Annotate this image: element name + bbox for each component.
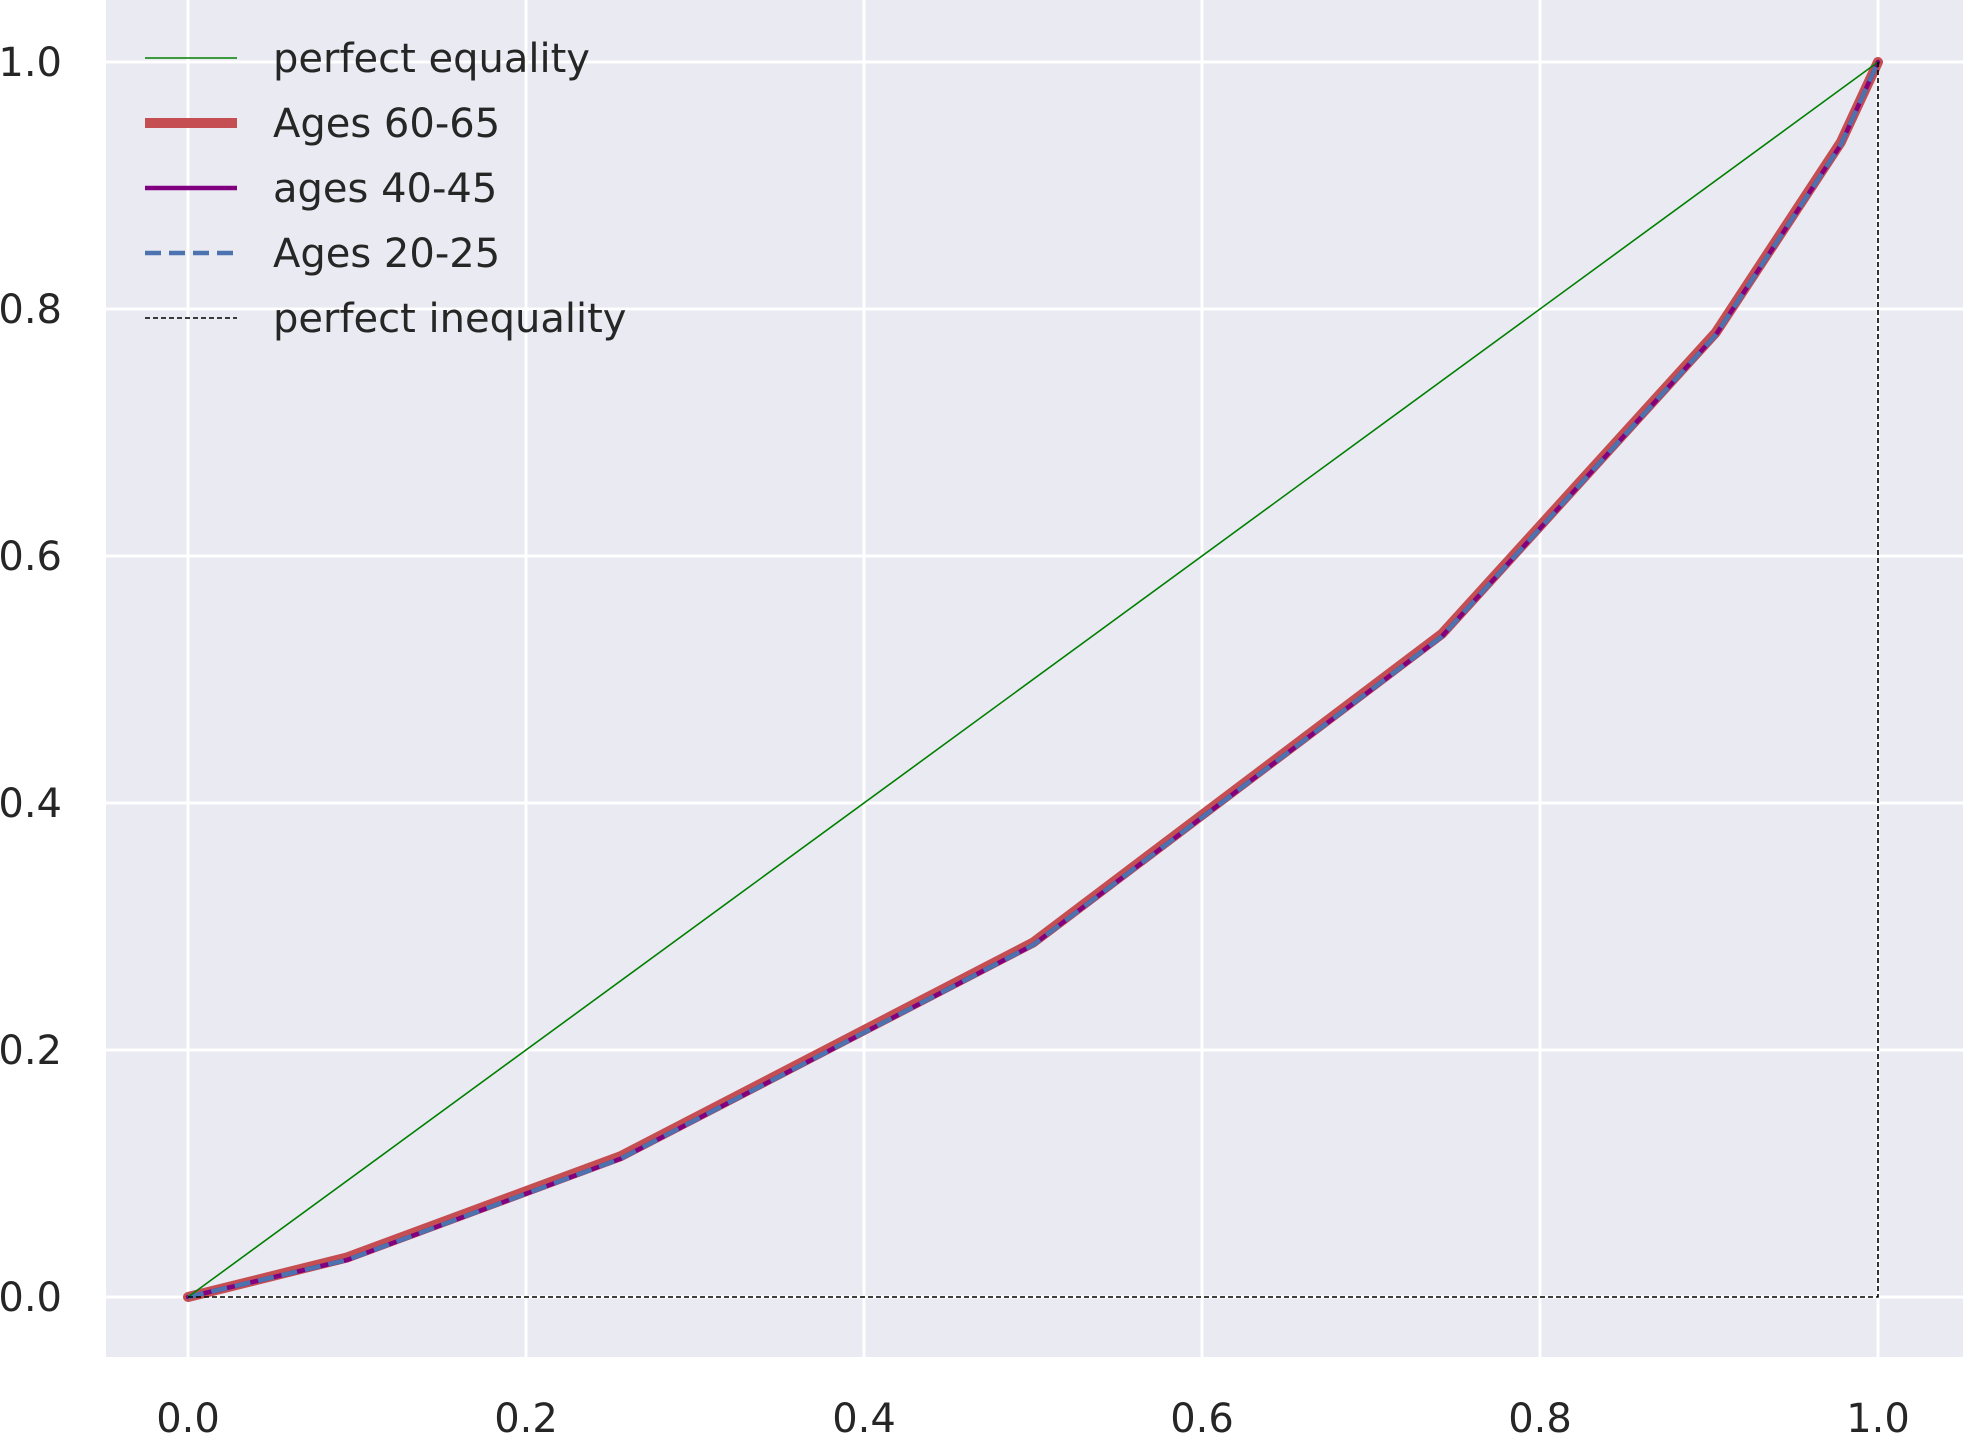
grid-lines (106, 0, 1963, 1357)
y-tick-label: 0.2 (0, 1028, 62, 1074)
x-tick-label: 0.4 (832, 1396, 896, 1439)
x-tick-label: 0.2 (494, 1396, 558, 1439)
legend-label: Ages 60-65 (273, 101, 500, 147)
y-tick-label: 0.0 (0, 1275, 62, 1321)
y-tick-label: 0.8 (0, 287, 62, 333)
y-tick-labels: 0.0 0.2 0.4 0.6 0.8 1.0 (0, 40, 62, 1321)
x-tick-label: 0.8 (1508, 1396, 1572, 1439)
x-tick-labels: 0.0 0.2 0.4 0.6 0.8 1.0 (156, 1396, 1910, 1439)
y-tick-label: 0.4 (0, 781, 62, 827)
y-tick-label: 1.0 (0, 40, 62, 86)
series-line-perfect-equality (187, 61, 1879, 1298)
series-lines (183, 57, 1883, 1302)
series-line-ages-20-25 (187, 61, 1881, 1300)
legend-label: perfect equality (273, 36, 590, 82)
legend-label: Ages 20-25 (273, 231, 500, 277)
legend-label: ages 40-45 (273, 166, 497, 212)
x-tick-label: 0.0 (156, 1396, 220, 1439)
x-tick-label: 0.6 (1170, 1396, 1234, 1439)
x-tick-label: 1.0 (1846, 1396, 1910, 1439)
y-tick-label: 0.6 (0, 534, 62, 580)
legend: perfect equality Ages 60-65 ages 40-45 Ages… (145, 36, 626, 342)
legend-label: perfect inequality (273, 296, 626, 342)
series-line-perfect-inequality (188, 62, 1879, 1298)
